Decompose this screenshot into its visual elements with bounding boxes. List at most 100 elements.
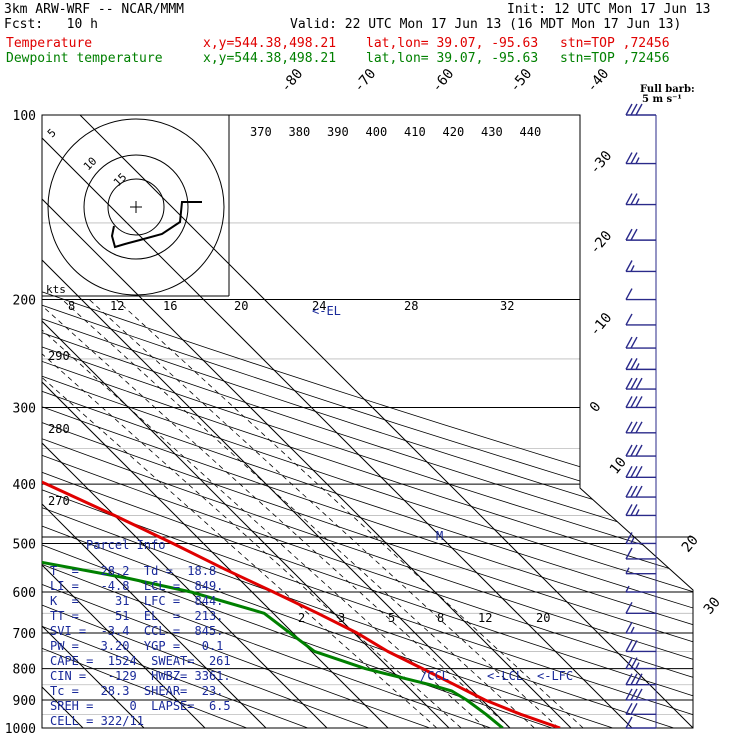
wind-barb-flag [625,103,633,116]
wind-barb [625,547,656,560]
wind-barb-flag [625,313,633,326]
wind-barb [625,532,656,545]
level-markers: <-EL/CCL <-LCL <-LFC M [312,304,573,683]
wind-barb-flag [630,703,638,715]
moist-adiabat [42,299,462,728]
dewpoint-latlon: lat,lon= 39.07, -95.63 [366,51,539,66]
wind-barb [625,313,656,326]
dry-adiabat [42,115,693,728]
isotherm-label: -30 [587,148,616,178]
wind-barbs [625,103,657,729]
wind-barb-flag [625,547,633,560]
dry-adiabat [42,115,369,728]
dry-adiabat [42,115,693,728]
wind-barb-flag [635,421,643,434]
theta-label: 430 [481,125,503,139]
forecast-hour: Fcst: 10 h [4,17,98,32]
moist-adiabat [61,299,535,728]
wind-barb-flag [635,509,640,516]
wind-barb [625,377,656,390]
wind-barb [625,152,656,165]
dry-adiabat [42,115,430,728]
wind-barb-flag [630,673,638,686]
wind-barb-flag [625,358,633,370]
dry-adiabat [42,115,693,728]
wind-barb-flag [630,396,638,408]
dewpoint-legend: Dewpoint temperature [6,51,163,66]
dry-adiabat [42,115,674,728]
hodograph-ring [83,154,189,260]
mixing-ratio-label: 5 [388,611,395,625]
pressure-tick-label: 600 [13,586,36,601]
wind-barb [625,288,656,301]
parcel-row: LI = -4.8 LCL = 849. [50,579,224,593]
wind-barb-flag [635,103,643,116]
dry-adiabat [42,115,693,728]
wind-barb-flag [625,288,633,300]
dry-adiabat [42,115,693,728]
parcel-row: T = 28.2 Td = 18.8 [50,564,217,578]
hodograph-speed-label: 12 [110,299,124,313]
wind-barb-flag [625,465,633,478]
wind-barb [625,657,656,670]
isotherm-label: -60 [429,66,458,96]
barb-unit: 5 m s⁻¹ [642,94,682,105]
wind-barb-flag [630,358,638,370]
temperature-xy: x,y=544.38,498.21 [203,36,337,51]
level-marker: <-EL [312,304,341,318]
hodograph-ring [107,178,165,236]
temperature-legend: Temperature [6,36,93,51]
wind-barb-flag [635,688,643,701]
pressure-tick-label: 200 [13,294,36,309]
wind-barb-flag [625,421,633,434]
hodograph-ring [47,118,225,296]
wind-barb-flag [630,537,635,544]
sounding-lines [42,115,561,728]
pressure-tick-label: 800 [13,663,36,678]
pressure-tick-label: 1000 [5,722,36,737]
pressure-tick-label: 100 [13,109,36,124]
level-marker: M [436,529,443,543]
wind-barb-flag [625,673,633,686]
isotherm-label: 20 [679,532,702,555]
theta-label: 400 [366,125,388,139]
pressure-tick-label: 500 [13,537,36,552]
isotherm-line [42,115,206,728]
moist-adiabat [115,299,584,728]
dry-adiabat [42,115,613,728]
dry-adiabat [42,115,247,728]
isotherm-line [42,115,328,728]
wind-barb [625,260,656,273]
isotherm-label: 10 [607,454,630,477]
mixing-ratio-label: 2 [298,611,305,625]
hodograph-speed-label: 32 [500,299,514,313]
wind-barb-flag [630,193,638,205]
hodograph-trace [110,201,202,249]
parcel-row: SVI = -3.4 CCL = 845. [50,624,224,638]
parcel-row: CAPE = 1524 SWEAT= 261 [50,654,231,668]
hodograph-speed-label: 24 [312,299,326,313]
dry-adiabat [42,115,693,728]
wind-barb [625,621,656,634]
wind-barb-flag [625,444,633,457]
wind-barb-flag [625,228,633,241]
temperature-line [42,115,561,728]
wind-barb [625,673,656,686]
theta-label: 380 [289,125,311,139]
dewpoint-line [42,115,504,728]
isotherm-label: -40 [584,66,613,96]
dry-adiabat [42,115,693,728]
wind-barb-flag [630,336,638,349]
wind-barb-flag [630,485,638,498]
wind-barb-flag [625,585,630,593]
parcel-row: CELL = 322/11 [50,714,144,728]
parcel-row: SREH = 0 LAPSE= 6.5 [50,699,231,713]
pressure-tick-label: 700 [13,627,36,642]
wind-barb-flag [635,363,640,370]
wind-barb-flag [625,504,633,516]
wind-barb-flag [625,485,633,498]
dewpoint-station: stn=TOP ,72456 [560,51,670,66]
wind-barb-flag [625,657,633,669]
mixing-ratio-label: 12 [478,611,492,625]
parcel-row: Tc = 28.3 SHEAR= 23. [50,684,224,698]
